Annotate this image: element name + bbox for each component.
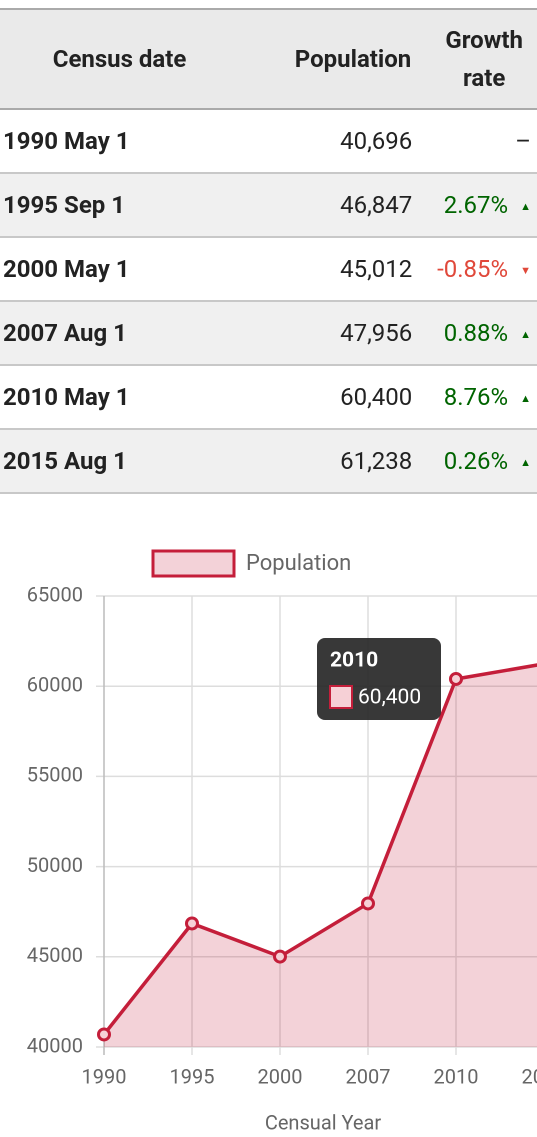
line	[102, 663, 537, 1036]
row: 2010 May 1 60,400 8.76% ▲	[0, 365, 537, 430]
cell: 2.67% ▲	[412, 173, 537, 238]
tooltip-swatch	[329, 685, 353, 709]
tooltip-title: 2010	[330, 649, 378, 673]
y-tick-label: 40000	[27, 1033, 83, 1057]
cell: 8.76% ▲	[412, 365, 537, 430]
cell: 61,238	[239, 429, 413, 494]
census-table: Census date Population Growth rate 1990 …	[0, 8, 537, 494]
area	[104, 665, 537, 1047]
cell: -0.85% ▼	[412, 237, 537, 302]
cell: –	[412, 109, 537, 174]
cell: 2010 May 1	[0, 365, 240, 430]
cell: 2007 Aug 1	[0, 301, 240, 366]
x-tick-label: 1995	[170, 1064, 215, 1088]
y-tick-label: 65000	[27, 582, 83, 606]
growth: -0.85%	[437, 255, 509, 283]
point	[185, 916, 199, 931]
y-tick-label: 50000	[27, 853, 83, 877]
cell: 40,696	[239, 109, 413, 174]
growth: 2.67%	[443, 191, 509, 219]
cell: 0.26% ▲	[412, 429, 537, 494]
point	[273, 949, 287, 964]
cell: 1990 May 1	[0, 109, 240, 174]
up-arrow: ▲	[520, 328, 531, 342]
down-arrow: ▼	[520, 264, 531, 278]
y-tick-label: 55000	[27, 763, 83, 787]
up-arrow: ▲	[520, 456, 531, 470]
header-cell: Growth rate	[412, 8, 537, 110]
x-tick-label: 2007	[346, 1064, 391, 1088]
cell: 1995 Sep 1	[0, 173, 240, 238]
cell: 2000 May 1	[0, 237, 240, 302]
cell: 2015 Aug 1	[0, 429, 240, 494]
cell: 0.88% ▲	[412, 301, 537, 366]
up-arrow: ▲	[520, 392, 531, 406]
legend-swatch	[151, 549, 236, 578]
growth: –	[515, 127, 531, 155]
row: 2000 May 1 45,012 -0.85% ▼	[0, 237, 537, 302]
y-tick-label: 60000	[27, 672, 83, 696]
row: 1990 May 1 40,696 –	[0, 109, 537, 174]
x-tick-label: 2000	[258, 1064, 303, 1088]
growth: 8.76%	[443, 383, 509, 411]
point	[97, 1027, 111, 1042]
point	[361, 896, 375, 911]
x-tick-label: 2015	[522, 1064, 537, 1088]
cell: 47,956	[239, 301, 413, 366]
row: 2015 Aug 1 61,238 0.26% ▲	[0, 429, 537, 494]
x-tick-label: 1990	[82, 1064, 127, 1088]
x-tick-label: 2010	[434, 1064, 479, 1088]
chart: 40000 45000 50000 55000 60000 65000 1990 1995 20…	[27, 549, 537, 1134]
header-row: Census date Population Growth rate	[0, 8, 537, 110]
cell: 45,012	[239, 237, 413, 302]
row: 1995 Sep 1 46,847 2.67% ▲	[0, 173, 537, 238]
x-axis-label: Censual Year	[265, 1110, 382, 1134]
header-cell: Census date	[0, 8, 240, 110]
growth: 0.26%	[443, 447, 509, 475]
header-cell: Population	[239, 8, 413, 110]
y-tick-label: 45000	[27, 943, 83, 967]
legend-label: Population	[246, 551, 351, 576]
tooltip-label: 60,400	[358, 686, 421, 710]
row: 2007 Aug 1 47,956 0.88% ▲	[0, 301, 537, 366]
up-arrow: ▲	[520, 200, 531, 214]
cell: 46,847	[239, 173, 413, 238]
point	[449, 671, 463, 686]
cell: 60,400	[239, 365, 413, 430]
growth: 0.88%	[443, 319, 509, 347]
